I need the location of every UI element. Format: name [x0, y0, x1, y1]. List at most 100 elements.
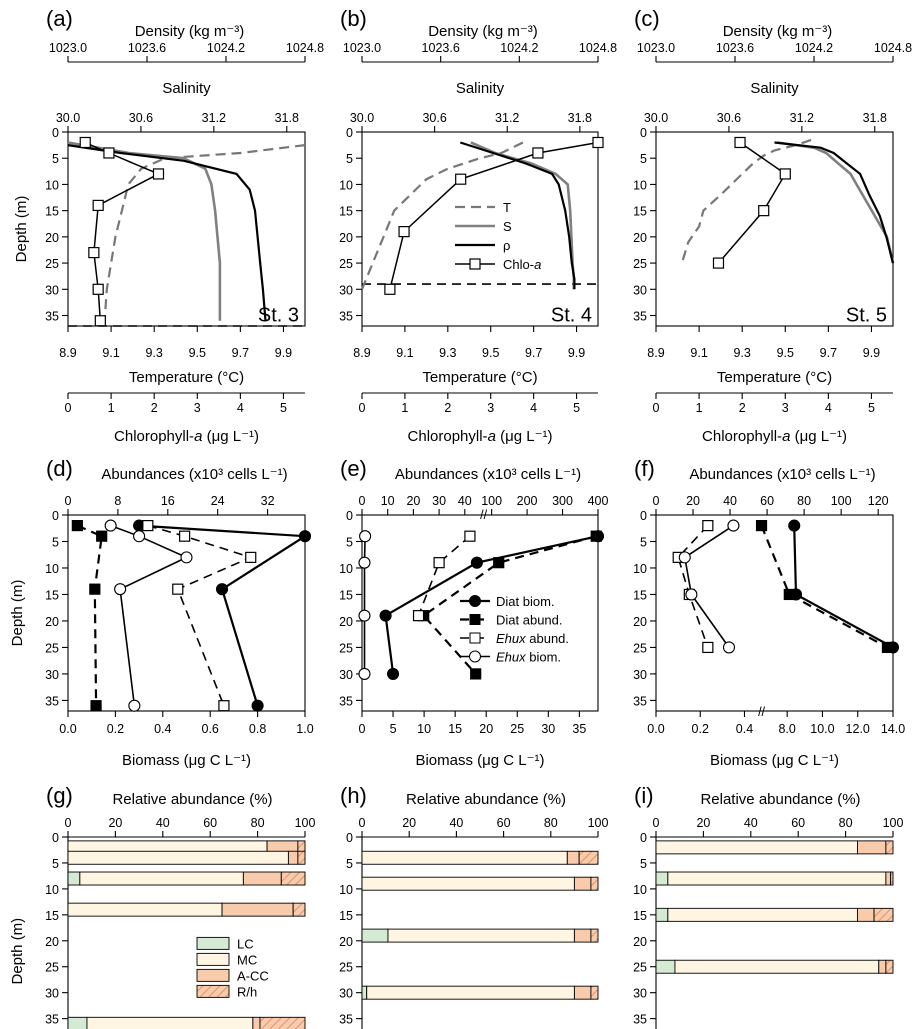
- depth-axis-tick-label: 5: [346, 857, 353, 871]
- stacked-bar-segment: [242, 871, 282, 886]
- density-axis-tick-label: 1023.0: [49, 41, 87, 55]
- depth-axis-tick-label: 20: [45, 935, 59, 949]
- depth-axis-tick-label: 30: [339, 668, 353, 682]
- depth-axis-tick-label: 0: [52, 831, 59, 845]
- stacked-bar-segment: [573, 985, 592, 1000]
- stacked-bar-segment: [366, 985, 575, 1000]
- stacked-bar-segment: [590, 985, 599, 1000]
- legend-label: A-CC: [237, 968, 269, 983]
- series-point: [179, 530, 191, 542]
- depth-axis-tick-label: 20: [633, 615, 647, 629]
- depth-axis-tick-label: 5: [52, 857, 59, 871]
- density-line: [459, 141, 576, 290]
- legend-label: Chlo-a: [503, 257, 541, 272]
- series-point: [678, 551, 691, 564]
- relative-abundance-tick-label: 0: [65, 816, 72, 830]
- chlorophyll-point: [88, 246, 100, 259]
- depth-axis-tick-label: 15: [633, 909, 647, 923]
- stacked-bar-segment: [361, 985, 368, 1000]
- stacked-bar-segment: [890, 871, 894, 886]
- temperature-tick-label: 9.5: [482, 346, 499, 360]
- density-axis-tick-label: 1023.0: [343, 41, 381, 55]
- series-point: [470, 556, 483, 569]
- series-line: [760, 525, 888, 649]
- abundance-tick-label: 80: [797, 494, 811, 508]
- depth-axis-tick-label: 10: [339, 883, 353, 897]
- density-axis-tick-label: 1023.6: [422, 41, 460, 55]
- panel-letter: (d): [46, 456, 73, 481]
- series-point: [755, 519, 768, 532]
- depth-axis-tick-label: 25: [633, 961, 647, 975]
- series-point: [387, 667, 400, 680]
- abundance-tick-label: 40: [458, 494, 472, 508]
- stacked-bar-segment: [655, 907, 669, 922]
- salinity-tick-label: 30.0: [350, 111, 374, 125]
- series-point: [128, 699, 141, 712]
- chlorophyll-axis-tick-label: 2: [444, 401, 451, 415]
- density-axis-tick-label: 1023.6: [128, 41, 166, 55]
- density-axis-tick-label: 1024.2: [500, 41, 538, 55]
- series-point: [358, 556, 371, 569]
- series-point: [433, 557, 445, 569]
- series-point: [251, 699, 264, 712]
- biomass-axis-label: Biomass (μg C L⁻¹): [415, 752, 544, 769]
- depth-axis-tick-label: 0: [346, 126, 353, 140]
- depth-axis-tick-label: 0: [346, 831, 353, 845]
- series-point: [358, 667, 371, 680]
- relative-abundance-tick-label: 20: [108, 816, 122, 830]
- depth-axis-tick-label: 0: [52, 126, 59, 140]
- relative-abundance-tick-label: 80: [839, 816, 853, 830]
- series-point: [142, 519, 154, 532]
- chlorophyll-axis-tick-label: 4: [825, 401, 832, 415]
- series-point: [104, 519, 117, 532]
- chlorophyll-axis-tick-label: 0: [65, 401, 72, 415]
- salinity-line: [67, 141, 222, 321]
- depth-axis-tick-label: 10: [45, 178, 59, 192]
- stacked-bar-segment: [885, 840, 894, 855]
- biomass-tick-label: 0.2: [107, 722, 124, 736]
- abundance-tick-label: 20: [686, 494, 700, 508]
- chlorophyll-axis-tick-label: 1: [696, 401, 703, 415]
- panel-letter: (c): [634, 6, 660, 31]
- chlorophyll-axis-tick-label: 5: [280, 401, 287, 415]
- series-point: [722, 641, 736, 654]
- legend-label: LC: [237, 936, 254, 951]
- density-axis-label: Density (kg m⁻³): [135, 23, 245, 40]
- chlorophyll-axis-label: Chlorophyll-a (μg L⁻¹): [702, 428, 847, 445]
- depth-axis-tick-label: 15: [633, 588, 647, 602]
- series-point: [89, 583, 101, 595]
- series-line: [384, 535, 599, 675]
- series-point: [96, 530, 108, 542]
- station-label: St. 5: [846, 305, 887, 327]
- abundance-tick-label: 300: [552, 494, 573, 508]
- depth-axis-tick-label: 15: [45, 909, 59, 923]
- series-point: [783, 588, 795, 601]
- salinity-tick-label: 30.6: [717, 111, 741, 125]
- temperature-line: [360, 141, 524, 290]
- depth-axis-tick-label: 35: [45, 1013, 59, 1027]
- series-point: [358, 609, 371, 622]
- density-axis-label: Density (kg m⁻³): [428, 23, 538, 40]
- abundance-axis-label: Abundances (x10³ cells L⁻¹): [689, 466, 875, 483]
- relative-abundance-tick-label: 40: [744, 816, 758, 830]
- series-line: [110, 524, 189, 706]
- stacked-bar-segment: [67, 871, 81, 886]
- legend-marker: [469, 650, 481, 663]
- stacked-bar-segment: [655, 959, 676, 974]
- depth-axis-label: Depth (m): [9, 580, 26, 647]
- series-point: [685, 588, 698, 601]
- salinity-tick-label: 30.0: [644, 111, 668, 125]
- relative-abundance-tick-label: 0: [653, 816, 660, 830]
- series-point: [133, 530, 146, 543]
- salinity-tick-label: 31.2: [495, 111, 519, 125]
- plot-frame: [655, 514, 894, 712]
- stacked-bar-segment: [667, 871, 887, 886]
- legend-label: Diat abund.: [496, 613, 563, 628]
- series-point: [114, 583, 127, 596]
- abundance-tick-label: 0: [653, 494, 660, 508]
- biomass-tick-label: 8.0: [778, 722, 795, 736]
- legend-label: Ehux abund.: [496, 631, 569, 646]
- legend-marker: [469, 595, 481, 607]
- series-point: [464, 530, 476, 542]
